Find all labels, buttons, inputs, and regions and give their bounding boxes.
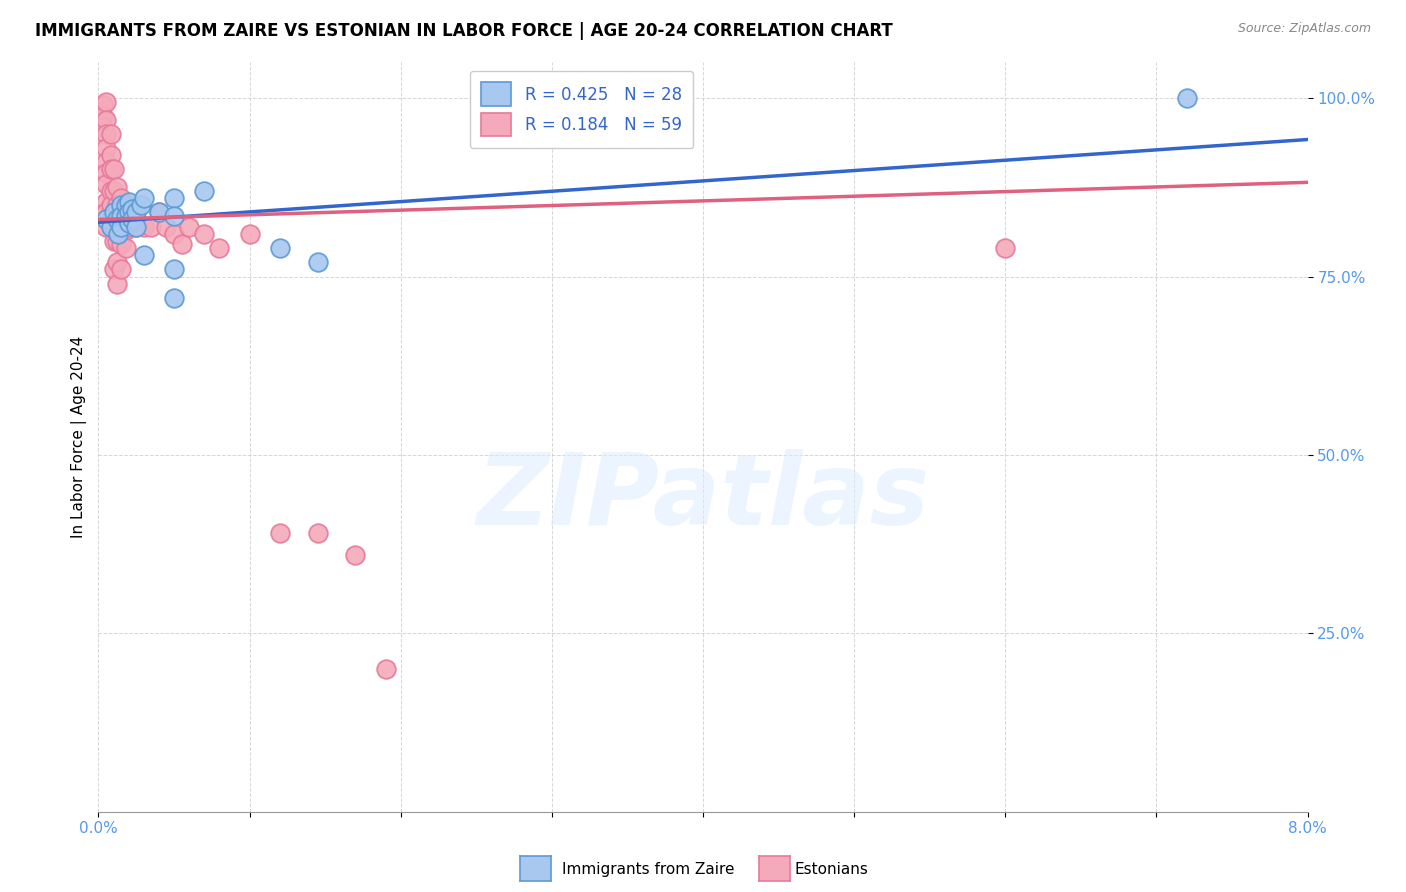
Point — [269, 526, 291, 541]
Text: Source: ZipAtlas.com: Source: ZipAtlas.com — [1237, 22, 1371, 36]
Point — [239, 227, 262, 241]
Point — [110, 219, 132, 234]
Text: Immigrants from Zaire: Immigrants from Zaire — [562, 863, 735, 877]
Point — [344, 548, 367, 562]
Point — [100, 148, 122, 162]
Point — [94, 219, 117, 234]
Point — [163, 209, 186, 223]
Point — [103, 219, 125, 234]
Point — [107, 227, 129, 241]
Point — [118, 194, 141, 209]
Point — [1175, 91, 1198, 105]
Point — [91, 120, 114, 134]
Point — [141, 219, 163, 234]
Point — [114, 241, 136, 255]
Point — [269, 241, 291, 255]
Point — [110, 237, 132, 252]
Point — [105, 255, 128, 269]
Point — [118, 205, 141, 219]
Point — [94, 194, 117, 209]
Point — [94, 166, 117, 180]
Point — [105, 234, 128, 248]
Point — [307, 526, 329, 541]
Point — [91, 109, 114, 123]
Point — [307, 255, 329, 269]
Point — [163, 191, 186, 205]
Point — [118, 216, 141, 230]
Point — [100, 162, 122, 177]
Point — [105, 198, 128, 212]
Point — [125, 212, 148, 227]
Point — [129, 198, 152, 212]
Point — [110, 209, 132, 223]
Point — [110, 191, 132, 205]
Point — [121, 209, 143, 223]
Point — [94, 141, 117, 155]
Point — [193, 227, 215, 241]
Point — [105, 216, 128, 230]
Point — [103, 162, 125, 177]
Point — [94, 127, 117, 141]
Point — [121, 212, 143, 227]
Text: ZIPatlas: ZIPatlas — [477, 449, 929, 546]
Point — [208, 241, 231, 255]
Y-axis label: In Labor Force | Age 20-24: In Labor Force | Age 20-24 — [72, 336, 87, 538]
Point — [100, 127, 122, 141]
Legend: R = 0.425   N = 28, R = 0.184   N = 59: R = 0.425 N = 28, R = 0.184 N = 59 — [470, 70, 693, 148]
Point — [163, 227, 186, 241]
Point — [105, 180, 128, 194]
Point — [94, 155, 117, 169]
Point — [103, 205, 125, 219]
Point — [994, 241, 1017, 255]
Point — [105, 277, 128, 291]
Point — [163, 291, 186, 305]
Point — [118, 219, 141, 234]
Point — [94, 212, 117, 227]
Point — [110, 219, 132, 234]
Text: IMMIGRANTS FROM ZAIRE VS ESTONIAN IN LABOR FORCE | AGE 20-24 CORRELATION CHART: IMMIGRANTS FROM ZAIRE VS ESTONIAN IN LAB… — [35, 22, 893, 40]
Point — [170, 237, 193, 252]
Point — [103, 234, 125, 248]
Point — [125, 219, 148, 234]
Point — [125, 205, 148, 219]
Point — [114, 209, 136, 223]
Text: Estonians: Estonians — [794, 863, 869, 877]
Point — [103, 262, 125, 277]
Point — [121, 202, 143, 216]
Point — [132, 248, 155, 262]
Point — [163, 262, 186, 277]
Point — [148, 205, 170, 219]
Point — [94, 177, 117, 191]
Point — [114, 223, 136, 237]
Point — [103, 184, 125, 198]
Point — [193, 184, 215, 198]
Point — [114, 198, 136, 212]
Point — [94, 112, 117, 127]
Point — [118, 205, 141, 219]
Point — [100, 184, 122, 198]
Point — [110, 198, 132, 212]
Point — [374, 662, 396, 676]
Point — [94, 95, 117, 109]
Point — [132, 219, 155, 234]
Point — [114, 205, 136, 219]
Point — [179, 219, 201, 234]
Point — [91, 98, 114, 112]
Point — [100, 212, 122, 227]
Point — [105, 212, 128, 227]
Point — [110, 262, 132, 277]
Point — [110, 205, 132, 219]
Point — [103, 205, 125, 219]
Point — [155, 219, 177, 234]
Point — [100, 198, 122, 212]
Point — [94, 205, 117, 219]
Point — [100, 219, 122, 234]
Point — [125, 219, 148, 234]
Point — [132, 191, 155, 205]
Point — [148, 205, 170, 219]
